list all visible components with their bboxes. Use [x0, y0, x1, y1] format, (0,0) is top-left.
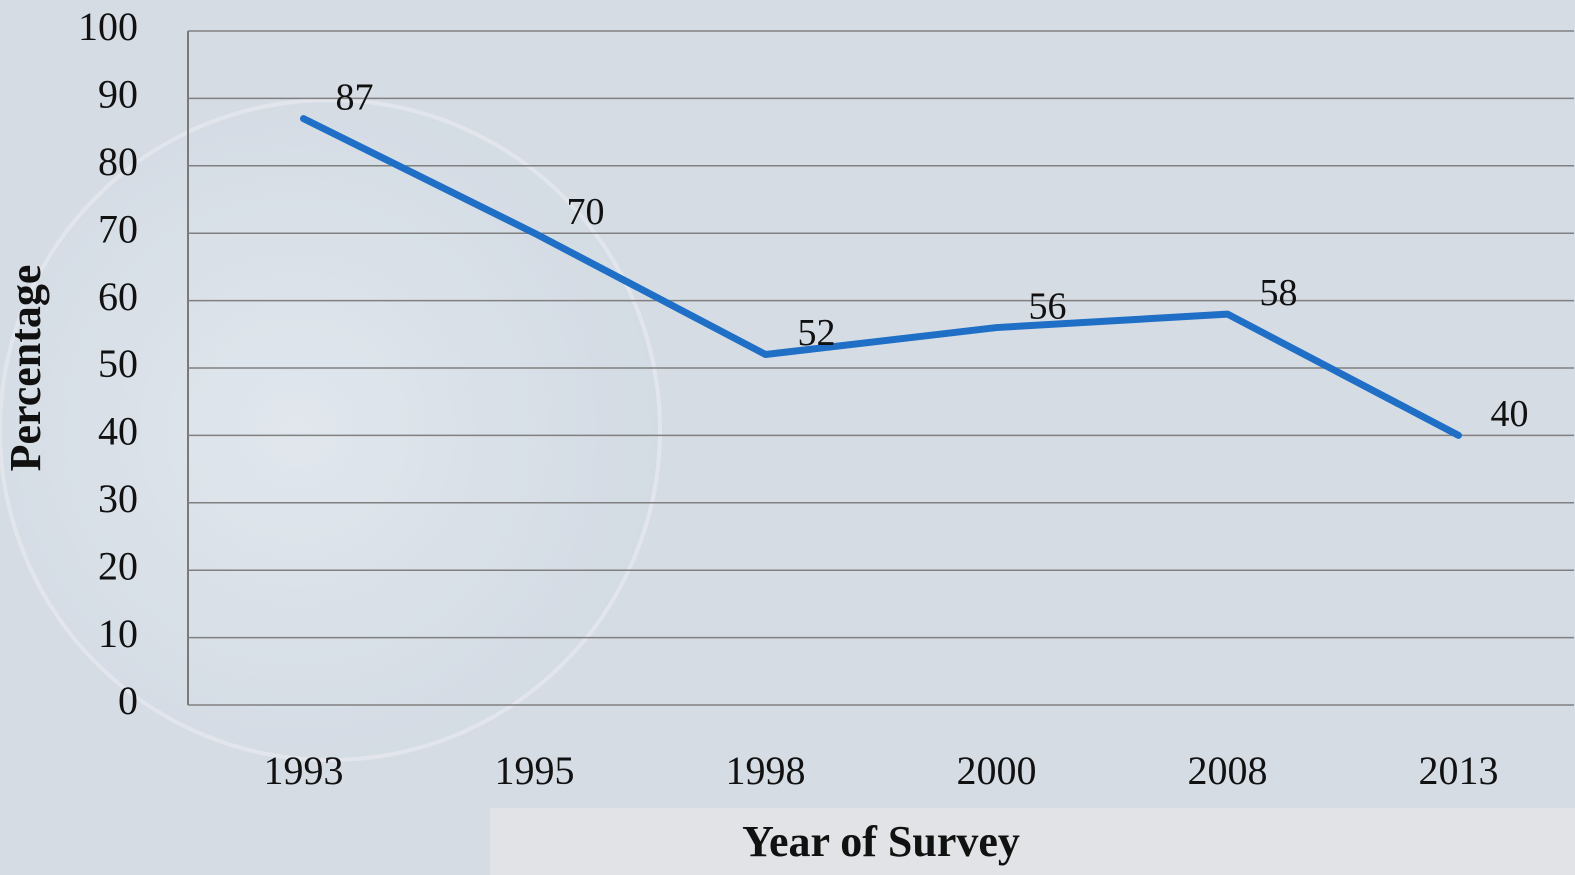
- y-tick-label: 80: [98, 139, 138, 184]
- y-tick-label: 20: [98, 543, 138, 588]
- footer-band: [490, 808, 1575, 875]
- x-tick-label: 2013: [1419, 748, 1499, 793]
- x-tick-label: 2008: [1188, 748, 1268, 793]
- y-tick-label: 70: [98, 206, 138, 251]
- data-label: 40: [1491, 393, 1529, 435]
- y-tick-label: 30: [98, 476, 138, 521]
- x-tick-label: 2000: [957, 748, 1037, 793]
- y-tick-label: 0: [118, 678, 138, 723]
- y-tick-label: 10: [98, 611, 138, 656]
- y-tick-label: 40: [98, 409, 138, 454]
- x-tick-label: 1993: [264, 748, 344, 793]
- data-label: 87: [336, 76, 374, 118]
- y-tick-label: 100: [78, 4, 138, 49]
- x-axis-title: Year of Survey: [742, 817, 1020, 866]
- y-axis-title: Percentage: [1, 265, 50, 472]
- data-line: [300, 115, 1462, 439]
- x-tick-label: 1998: [726, 748, 806, 793]
- y-tick-label: 60: [98, 274, 138, 319]
- y-tick-label: 90: [98, 72, 138, 117]
- y-tick-label: 50: [98, 341, 138, 386]
- x-tick-label: 1995: [495, 748, 575, 793]
- data-label: 56: [1029, 285, 1067, 327]
- data-label: 58: [1260, 272, 1298, 314]
- data-label: 70: [567, 191, 605, 233]
- globe-decoration: [0, 98, 662, 762]
- data-label: 52: [798, 312, 836, 354]
